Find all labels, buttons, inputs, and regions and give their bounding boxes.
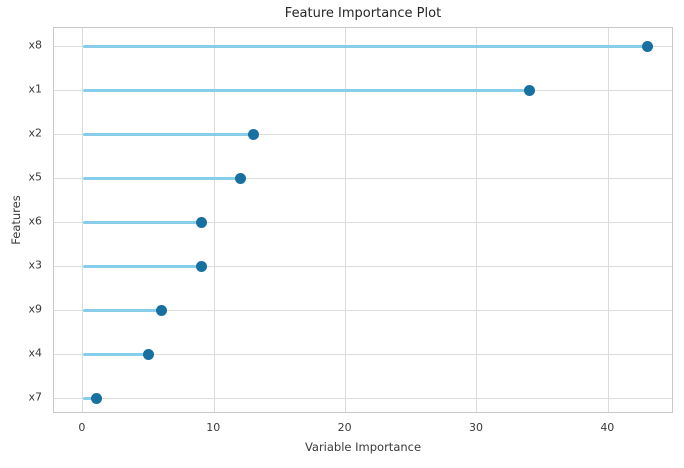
gridline-h-x6 [54,221,672,223]
plot-area [53,27,673,413]
gridline-v-30 [476,28,478,412]
y-tick-label-x7: x7 [28,390,42,404]
stem-x5 [82,176,241,180]
y-tick-label-x3: x3 [28,258,42,272]
dot-x9 [156,304,168,316]
dot-x7 [90,392,102,404]
dot-x4 [143,348,155,360]
stem-x6 [82,220,202,224]
gridline-v-0 [82,28,84,412]
y-tick-label-x1: x1 [28,82,42,96]
x-axis-label: Variable Importance [304,440,422,454]
gridline-v-20 [345,28,347,412]
gridline-h-x4 [54,353,672,355]
dot-x5 [235,172,247,184]
x-tick-label-0: 0 [78,421,86,434]
y-tick-label-x9: x9 [28,302,42,316]
y-tick-label-x8: x8 [28,38,42,52]
gridline-v-10 [213,28,215,412]
stem-x1 [82,88,530,92]
y-tick-label-x2: x2 [28,126,42,140]
dot-x3 [195,260,207,272]
gridline-h-x3 [54,265,672,267]
dot-x6 [195,216,207,228]
x-tick-label-30: 30 [468,421,483,434]
gridline-h-x7 [54,397,672,399]
y-tick-label-x5: x5 [28,170,42,184]
y-tick-label-x6: x6 [28,214,42,228]
dot-x1 [524,84,535,96]
stem-x8 [82,44,648,48]
x-tick-label-20: 20 [337,421,352,434]
gridline-h-x2 [54,133,672,135]
stem-x3 [82,264,202,268]
dot-x2 [248,128,260,140]
x-tick-label-10: 10 [206,421,221,434]
y-tick-label-x4: x4 [28,346,42,360]
x-tick-label-40: 40 [600,421,615,434]
gridline-h-x5 [54,177,672,179]
stem-x4 [82,352,149,356]
stem-x2 [82,132,254,136]
chart-title: Feature Importance Plot [284,6,442,21]
stem-x9 [82,308,162,312]
dot-x8 [642,40,654,52]
stem-x7 [82,396,97,400]
gridline-h-x9 [54,309,672,311]
gridline-v-40 [607,28,609,412]
